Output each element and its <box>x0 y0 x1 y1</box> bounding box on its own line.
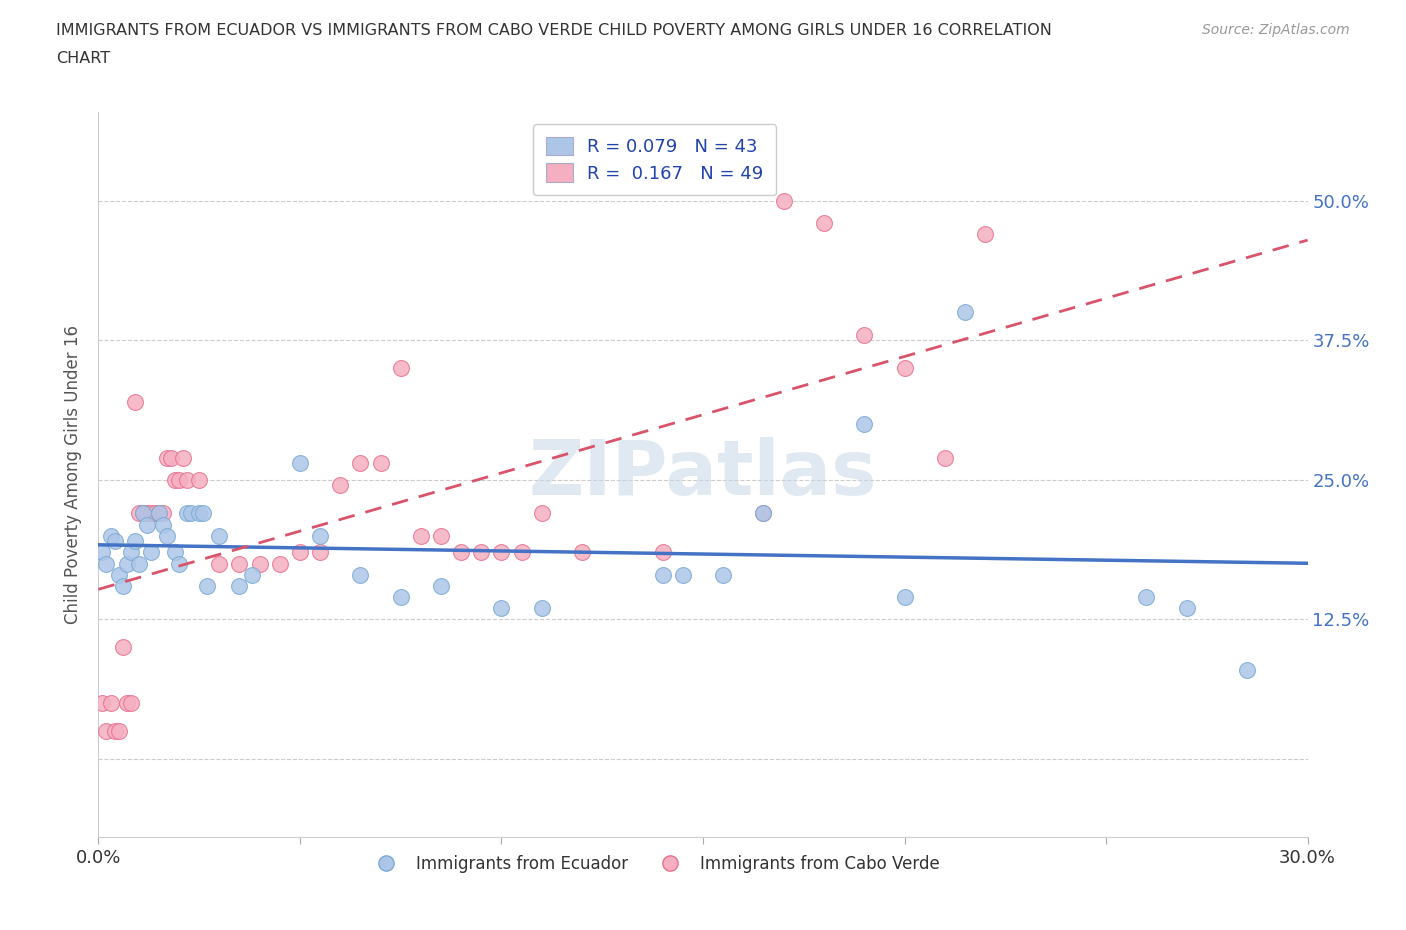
Point <box>107 724 129 738</box>
Text: Source: ZipAtlas.com: Source: ZipAtlas.com <box>1202 23 1350 37</box>
Point <box>752 506 775 521</box>
Point <box>103 534 125 549</box>
Point <box>163 545 186 560</box>
Point <box>530 506 553 521</box>
Point <box>953 305 976 320</box>
Point <box>167 472 190 487</box>
Point <box>430 528 453 543</box>
Point <box>156 528 179 543</box>
Point <box>148 506 170 521</box>
Point <box>309 528 332 543</box>
Point <box>135 517 157 532</box>
Point <box>491 601 513 616</box>
Point <box>111 578 134 593</box>
Point <box>139 545 162 560</box>
Point <box>163 472 186 487</box>
Point <box>111 640 134 655</box>
Point <box>470 545 492 560</box>
Text: ZIPatlas: ZIPatlas <box>529 437 877 512</box>
Point <box>128 556 150 571</box>
Point <box>450 545 472 560</box>
Point <box>1135 590 1157 604</box>
Point <box>752 506 775 521</box>
Point <box>228 578 250 593</box>
Point <box>176 506 198 521</box>
Point <box>249 556 271 571</box>
Point <box>651 567 673 582</box>
Point <box>188 506 211 521</box>
Point <box>100 696 122 711</box>
Point <box>135 506 157 521</box>
Point <box>389 590 412 604</box>
Point <box>349 567 371 582</box>
Legend: Immigrants from Ecuador, Immigrants from Cabo Verde: Immigrants from Ecuador, Immigrants from… <box>363 848 946 880</box>
Point <box>1175 601 1198 616</box>
Point <box>409 528 432 543</box>
Point <box>288 545 311 560</box>
Point <box>91 696 114 711</box>
Point <box>530 601 553 616</box>
Text: IMMIGRANTS FROM ECUADOR VS IMMIGRANTS FROM CABO VERDE CHILD POVERTY AMONG GIRLS : IMMIGRANTS FROM ECUADOR VS IMMIGRANTS FR… <box>56 23 1052 38</box>
Point <box>329 478 352 493</box>
Point <box>208 556 231 571</box>
Point <box>974 227 997 242</box>
Point <box>208 528 231 543</box>
Point <box>893 590 915 604</box>
Y-axis label: Child Poverty Among Girls Under 16: Child Poverty Among Girls Under 16 <box>65 325 83 624</box>
Point <box>491 545 513 560</box>
Point <box>160 450 183 465</box>
Point <box>188 472 211 487</box>
Point <box>370 456 392 471</box>
Point <box>132 506 155 521</box>
Point <box>115 556 138 571</box>
Point <box>288 456 311 471</box>
Point <box>132 506 155 521</box>
Point <box>510 545 533 560</box>
Point <box>152 517 174 532</box>
Point <box>269 556 291 571</box>
Point <box>156 450 179 465</box>
Point <box>309 545 332 560</box>
Point <box>91 545 114 560</box>
Point <box>934 450 956 465</box>
Point <box>571 545 593 560</box>
Point <box>195 578 218 593</box>
Point <box>128 506 150 521</box>
Point <box>651 545 673 560</box>
Point <box>813 216 835 231</box>
Point <box>853 417 876 432</box>
Point <box>115 696 138 711</box>
Point <box>193 506 215 521</box>
Point <box>430 578 453 593</box>
Point <box>96 556 118 571</box>
Point <box>107 567 129 582</box>
Point <box>152 506 174 521</box>
Point <box>120 696 142 711</box>
Point <box>228 556 250 571</box>
Point <box>96 724 118 738</box>
Text: CHART: CHART <box>56 51 110 66</box>
Point <box>143 506 166 521</box>
Point <box>103 724 125 738</box>
Point <box>139 506 162 521</box>
Point <box>124 534 146 549</box>
Point <box>389 361 412 376</box>
Point <box>1236 662 1258 677</box>
Point <box>893 361 915 376</box>
Point <box>148 506 170 521</box>
Point <box>176 472 198 487</box>
Point <box>711 567 734 582</box>
Point <box>172 450 194 465</box>
Point <box>100 528 122 543</box>
Point <box>853 327 876 342</box>
Point <box>349 456 371 471</box>
Point <box>180 506 202 521</box>
Point <box>772 193 794 208</box>
Point <box>124 394 146 409</box>
Point <box>120 545 142 560</box>
Point <box>240 567 263 582</box>
Point <box>672 567 695 582</box>
Point <box>167 556 190 571</box>
